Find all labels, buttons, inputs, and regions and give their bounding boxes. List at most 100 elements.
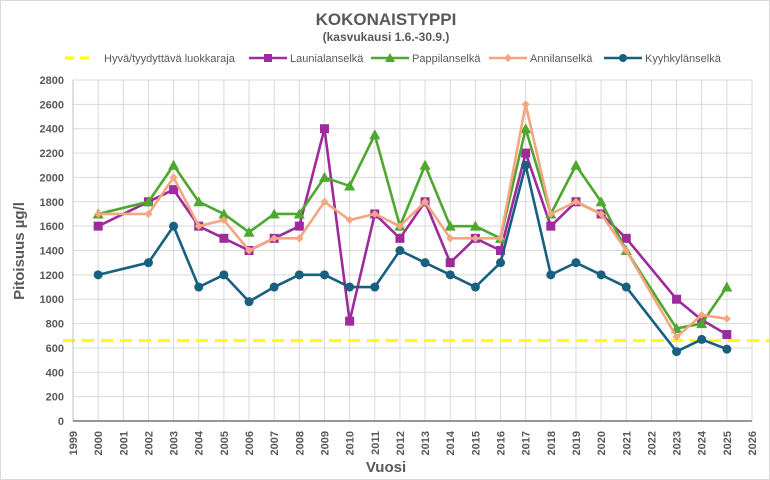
x-tick-label: 2003 bbox=[169, 431, 181, 455]
x-tick-label: 2020 bbox=[596, 431, 608, 455]
series-line bbox=[97, 163, 728, 353]
data-point bbox=[419, 159, 431, 170]
x-tick-label: 2004 bbox=[194, 430, 206, 455]
y-tick-label: 200 bbox=[46, 392, 64, 404]
x-tick-label: 2000 bbox=[93, 431, 105, 455]
x-tick-label: 2018 bbox=[546, 431, 558, 455]
y-tick-label: 1800 bbox=[40, 197, 64, 209]
x-tick-label: 2011 bbox=[370, 431, 382, 455]
data-point bbox=[193, 196, 205, 207]
data-point bbox=[319, 270, 329, 280]
data-point bbox=[369, 129, 381, 140]
data-point bbox=[143, 258, 153, 268]
data-point bbox=[496, 246, 506, 255]
data-point bbox=[319, 124, 329, 134]
x-tick-label: 2025 bbox=[722, 431, 734, 455]
data-point bbox=[445, 270, 455, 280]
x-tick-label: 2024 bbox=[697, 430, 709, 455]
data-point bbox=[295, 234, 304, 243]
data-point bbox=[496, 258, 506, 268]
data-point bbox=[194, 282, 204, 292]
data-point bbox=[444, 220, 456, 231]
data-point bbox=[570, 159, 582, 170]
data-point bbox=[370, 209, 379, 218]
x-tick-label: 2007 bbox=[269, 431, 281, 455]
data-point bbox=[93, 221, 103, 231]
series-launialanselk- bbox=[93, 124, 732, 340]
legend-label: Annilanselkä bbox=[530, 53, 593, 65]
data-point bbox=[395, 222, 404, 231]
data-point bbox=[546, 270, 556, 280]
y-tick-label: 0 bbox=[58, 416, 64, 428]
data-point bbox=[169, 185, 179, 195]
data-point bbox=[595, 196, 607, 207]
x-tick-label: 2019 bbox=[571, 431, 583, 455]
x-tick-label: 2002 bbox=[143, 431, 155, 455]
y-tick-label: 600 bbox=[46, 343, 64, 355]
chart-title: KOKONAISTYPPI bbox=[316, 10, 457, 29]
data-point bbox=[269, 282, 279, 292]
data-point bbox=[571, 197, 580, 206]
data-point bbox=[546, 209, 555, 218]
data-point bbox=[395, 233, 405, 243]
data-point bbox=[596, 270, 606, 280]
series-line bbox=[97, 127, 728, 336]
data-point bbox=[445, 258, 455, 268]
y-tick-label: 1400 bbox=[40, 246, 64, 258]
data-point bbox=[496, 234, 505, 243]
x-tick-label: 2001 bbox=[118, 431, 130, 455]
legend-marker bbox=[619, 54, 627, 62]
gridlines bbox=[72, 79, 753, 421]
x-tick-label: 2015 bbox=[470, 431, 482, 455]
data-point bbox=[219, 270, 229, 280]
data-point bbox=[345, 316, 355, 326]
y-axis-title: Pitoisuus µg/l bbox=[11, 202, 28, 300]
data-point bbox=[219, 216, 228, 225]
y-tick-label: 1600 bbox=[40, 221, 64, 233]
x-tick-label: 2013 bbox=[420, 431, 432, 455]
data-point bbox=[294, 221, 304, 231]
x-tick-label: 2006 bbox=[244, 431, 256, 455]
data-point bbox=[471, 234, 480, 243]
x-tick-label: 2012 bbox=[395, 431, 407, 455]
data-point bbox=[395, 246, 405, 255]
data-point bbox=[370, 282, 380, 292]
y-tick-label: 2600 bbox=[40, 99, 64, 111]
data-point bbox=[571, 258, 581, 268]
data-point bbox=[622, 246, 631, 255]
data-point bbox=[218, 208, 230, 219]
data-point bbox=[446, 234, 455, 243]
series-line bbox=[97, 127, 728, 330]
series-annilanselk- bbox=[94, 100, 731, 341]
data-point bbox=[268, 208, 280, 219]
data-point bbox=[294, 270, 304, 280]
legend-item: Annilanselkä bbox=[489, 53, 593, 65]
data-point bbox=[722, 314, 731, 323]
data-point bbox=[672, 294, 682, 304]
x-tick-label: 1999 bbox=[68, 431, 80, 455]
data-point bbox=[521, 148, 531, 158]
data-point bbox=[672, 332, 681, 341]
data-point bbox=[597, 209, 606, 218]
data-point bbox=[469, 220, 481, 231]
data-point bbox=[722, 344, 732, 354]
axes: 0 200 400 600 800 1000 1200 1400 1600 1800 2000 220… bbox=[40, 75, 759, 455]
data-point bbox=[243, 226, 255, 237]
data-point bbox=[420, 258, 430, 268]
data-point bbox=[93, 270, 103, 280]
data-point bbox=[621, 233, 631, 243]
x-tick-label: 2009 bbox=[319, 431, 331, 455]
data-point bbox=[697, 311, 706, 320]
series-kyyhkyl-nselk- bbox=[93, 160, 732, 357]
y-tick-label: 1000 bbox=[40, 294, 64, 306]
legend-item: Kyyhkylänselkä bbox=[604, 53, 722, 65]
x-tick-label: 2026 bbox=[747, 431, 759, 455]
legend-label: Kyyhkylänselkä bbox=[645, 53, 722, 65]
legend-marker bbox=[264, 54, 272, 62]
y-tick-label: 800 bbox=[46, 319, 64, 331]
y-tick-label: 2400 bbox=[40, 124, 64, 136]
y-tick-label: 2200 bbox=[40, 148, 64, 160]
data-point bbox=[194, 222, 203, 231]
x-tick-label: 2008 bbox=[294, 431, 306, 455]
